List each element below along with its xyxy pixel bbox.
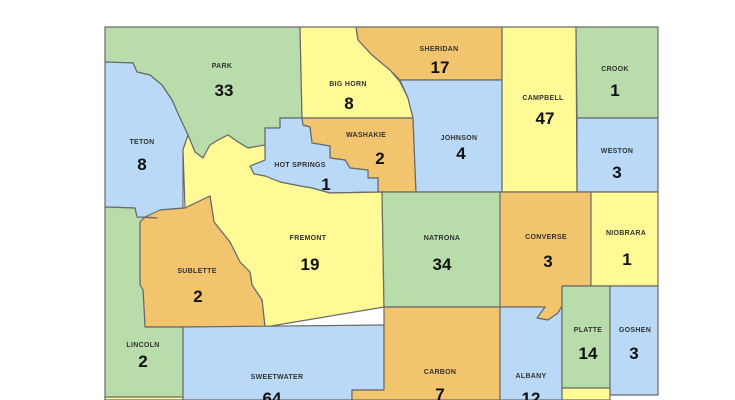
- county-name-label: HOT SPRINGS: [274, 162, 326, 169]
- county-shape: [609, 285, 659, 396]
- county-shape: [104, 206, 184, 400]
- county-value-label: 8: [344, 94, 353, 113]
- county-natrona: [381, 191, 501, 308]
- county-value-label: 33: [215, 81, 234, 100]
- county-name-label: WASHAKIE: [346, 132, 386, 139]
- county-sweetwater: [182, 324, 385, 400]
- county-name-label: NATRONA: [424, 235, 461, 242]
- county-name-label: SHERIDAN: [420, 46, 459, 53]
- county-value-label: 3: [543, 252, 552, 271]
- county-name-label: ALBANY: [516, 373, 547, 380]
- county-value-label: 3: [629, 344, 638, 363]
- county-value-label: 3: [612, 163, 621, 182]
- county-name-label: BIG HORN: [329, 81, 366, 88]
- county-shape: [561, 387, 611, 400]
- county-value-label: 12: [522, 389, 541, 400]
- county-value-label: 47: [536, 109, 555, 128]
- county-shape: [499, 305, 563, 400]
- county-platte: [561, 285, 611, 389]
- county-shape: [104, 396, 184, 400]
- county-shape: [590, 191, 659, 287]
- county-value-label: 2: [138, 352, 147, 371]
- county-name-label: SWEETWATER: [251, 374, 304, 381]
- county-value-label: 1: [610, 81, 619, 100]
- county-name-label: PARK: [212, 63, 233, 70]
- county-goshen: [609, 285, 659, 396]
- county-value-label: 4: [456, 144, 466, 163]
- county-name-label: JOHNSON: [441, 135, 478, 142]
- county-value-label: 64: [263, 389, 282, 400]
- county-name-label: NIOBRARA: [606, 230, 646, 237]
- county-value-label: 2: [193, 287, 202, 306]
- county-name-label: CARBON: [424, 369, 457, 376]
- county-name-label: TETON: [129, 139, 154, 146]
- county-value-label: 8: [137, 155, 146, 174]
- county-value-label: 7: [435, 385, 444, 400]
- county-name-label: SUBLETTE: [177, 268, 216, 275]
- county-name-label: FREMONT: [290, 235, 327, 242]
- county-name-label: GOSHEN: [619, 327, 651, 334]
- county-name-label: CROOK: [601, 66, 629, 73]
- county-value-label: 1: [622, 250, 631, 269]
- county-value-label: 14: [579, 344, 598, 363]
- county-value-label: 2: [375, 149, 384, 168]
- county-shape: [182, 324, 385, 400]
- county-unlabeled-22: [104, 396, 184, 400]
- county-value-label: 19: [301, 255, 320, 274]
- county-shape: [561, 285, 611, 389]
- county-name-label: WESTON: [601, 148, 633, 155]
- county-value-label: 1: [321, 175, 330, 194]
- county-name-label: CONVERSE: [525, 234, 567, 241]
- county-name-label: LINCOLN: [126, 342, 159, 349]
- county-niobrara: [590, 191, 659, 287]
- county-shape: [381, 191, 501, 308]
- county-unlabeled-21: [561, 387, 611, 400]
- county-name-label: CAMPBELL: [522, 95, 564, 102]
- county-value-label: 34: [433, 255, 452, 274]
- county-name-label: PLATTE: [574, 327, 603, 334]
- county-value-label: 17: [431, 58, 450, 77]
- county-lincoln: [104, 206, 184, 400]
- county-albany: [499, 305, 563, 400]
